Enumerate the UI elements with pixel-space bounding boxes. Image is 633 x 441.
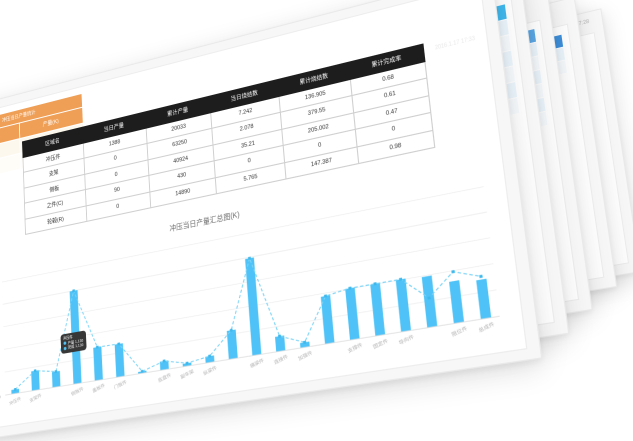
chart-bar[interactable]	[449, 280, 465, 324]
card-5-body: 冲压当日产量统计 区域名产量(K) A46.17B42.11 区域名当日产量累计…	[0, 0, 528, 435]
chart-point[interactable]	[451, 270, 455, 274]
tooltip-marker-icon	[63, 346, 67, 351]
svg-text:支撑件: 支撑件	[346, 340, 365, 355]
chart-bar[interactable]	[370, 282, 386, 337]
svg-text:底盘件: 底盘件	[157, 370, 173, 384]
svg-text:副车架: 副车架	[179, 367, 196, 381]
table-cell: B	[0, 153, 21, 184]
svg-text:加强件: 加强件	[297, 348, 315, 363]
dashboard-card-5[interactable]: 冲压当日产量统计 区域名产量(K) A46.17B42.11 区域名当日产量累计…	[0, 0, 543, 441]
chart-point[interactable]	[13, 387, 17, 391]
chart-bar[interactable]	[51, 370, 61, 388]
chart-point[interactable]	[479, 274, 483, 279]
svg-text:导向件: 导向件	[397, 332, 416, 347]
production-bar-chart[interactable]: 05001 0001 5002 0002 500冲压件支架件侧板件盖板件门板件底…	[0, 173, 514, 425]
tooltip-marker-icon	[63, 341, 66, 346]
chart-point[interactable]	[398, 277, 403, 282]
chart-bar[interactable]	[395, 278, 412, 333]
chart-bar[interactable]	[275, 335, 286, 352]
svg-text:连接件: 连接件	[272, 352, 290, 367]
chart-point[interactable]	[208, 354, 212, 358]
chart-point[interactable]	[117, 342, 121, 346]
svg-text:盖板件: 盖板件	[91, 381, 107, 395]
svg-text:门板件: 门板件	[113, 377, 129, 391]
svg-text:500: 500	[0, 371, 1, 378]
chart-bar[interactable]	[93, 346, 103, 381]
chart-bar[interactable]	[114, 343, 125, 378]
chart-point[interactable]	[303, 340, 307, 344]
chart-canvas: 05001 0001 5002 0002 500冲压件支架件侧板件盖板件门板件底…	[0, 174, 513, 408]
svg-text:侧板件: 侧板件	[70, 384, 85, 398]
svg-text:固定件: 固定件	[372, 336, 391, 351]
chart-point[interactable]	[33, 369, 37, 373]
chart-bar[interactable]	[476, 278, 492, 320]
chart-point[interactable]	[323, 294, 328, 298]
svg-text:冲压件: 冲压件	[8, 394, 23, 407]
chart-point[interactable]	[229, 328, 233, 332]
chart-bar[interactable]	[69, 290, 82, 385]
chart-point[interactable]	[185, 361, 189, 365]
chart-point[interactable]	[373, 282, 377, 286]
svg-text:横梁件: 横梁件	[249, 356, 266, 370]
svg-text:限位件: 限位件	[450, 323, 470, 338]
chart-point[interactable]	[278, 334, 282, 338]
chart-bar[interactable]	[345, 287, 360, 341]
svg-text:支架件: 支架件	[28, 391, 43, 404]
chart-point[interactable]	[162, 359, 166, 363]
chart-point[interactable]	[348, 286, 352, 290]
chart-bar[interactable]	[31, 370, 40, 391]
chart-point[interactable]	[248, 256, 251, 260]
chart-point[interactable]	[140, 369, 144, 373]
svg-text:总成件: 总成件	[477, 319, 497, 335]
chart-point[interactable]	[95, 345, 99, 349]
chart-point[interactable]	[72, 289, 75, 293]
svg-text:纵梁件: 纵梁件	[202, 363, 219, 377]
svg-text:0: 0	[0, 394, 1, 400]
chart-point[interactable]	[54, 370, 58, 374]
card-5-panel: 冲压当日产量统计 区域名产量(K) A46.17B42.11 区域名当日产量累计…	[0, 0, 528, 435]
card-5-timestamp: 2016.1.17 17:33	[434, 35, 476, 52]
chart-point[interactable]	[427, 296, 431, 300]
